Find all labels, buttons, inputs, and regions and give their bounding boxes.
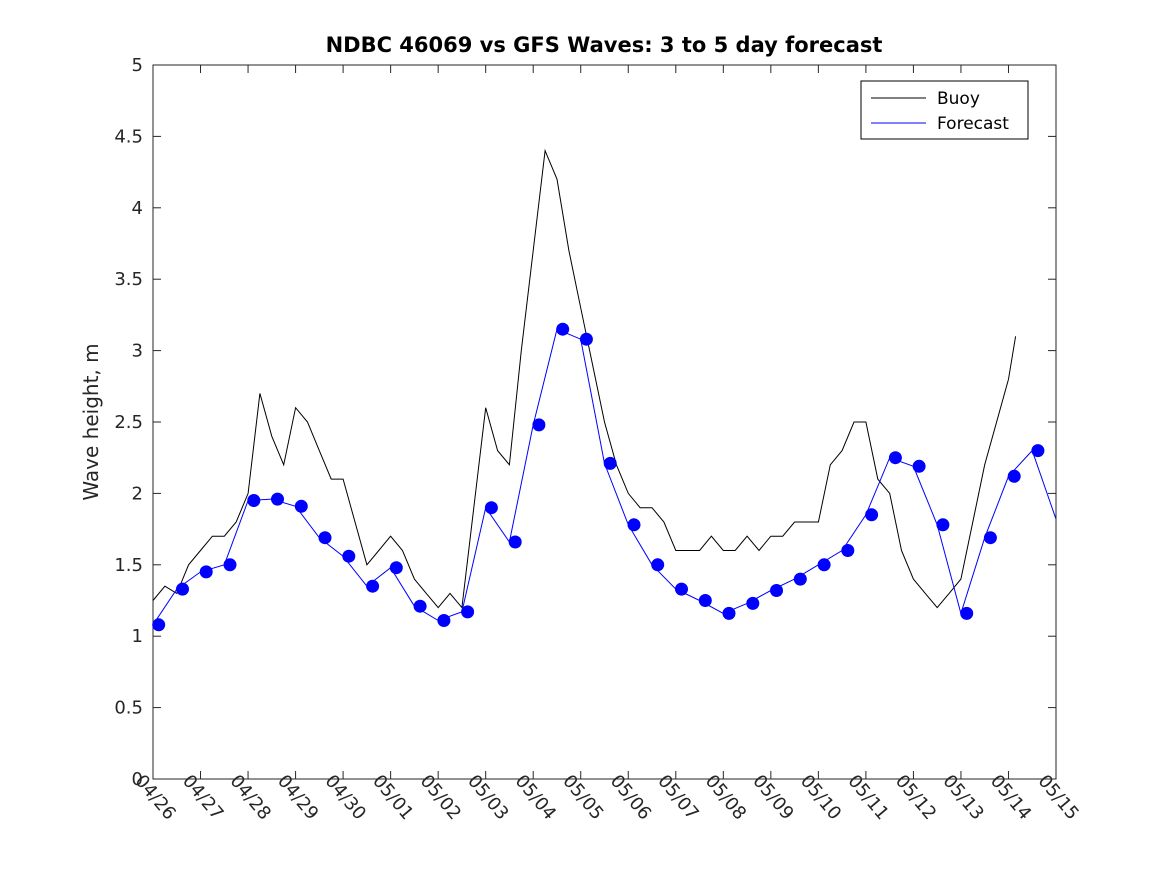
forecast-marker <box>556 322 570 336</box>
forecast-marker <box>746 596 760 610</box>
forecast-marker <box>199 565 213 579</box>
forecast-marker <box>484 501 498 515</box>
y-tick-label: 5 <box>132 55 143 76</box>
y-axis-label: Wave height, m <box>79 343 103 500</box>
forecast-marker <box>532 418 546 432</box>
forecast-marker <box>912 459 926 473</box>
legend-forecast-label: Forecast <box>937 114 1009 134</box>
forecast-marker <box>413 599 427 613</box>
y-tick-label: 1.5 <box>114 555 143 576</box>
y-tick-label: 4 <box>132 198 143 219</box>
y-tick-label: 2 <box>132 483 143 504</box>
forecast-marker <box>603 456 617 470</box>
forecast-marker <box>1031 444 1045 458</box>
forecast-marker <box>579 332 593 346</box>
y-axis: 0 0.5 1 1.5 2 2.5 3 3.5 4 4.5 5 <box>114 55 1056 790</box>
forecast-marker <box>176 582 189 596</box>
forecast-marker <box>294 499 308 513</box>
y-tick-label: 1 <box>132 626 143 647</box>
forecast-marker <box>342 549 356 563</box>
plot-area <box>152 64 1057 780</box>
forecast-marker <box>437 614 451 627</box>
forecast-marker <box>841 544 855 557</box>
forecast-marker <box>271 492 284 506</box>
forecast-marker <box>389 561 403 575</box>
forecast-marker <box>461 605 475 619</box>
forecast-marker <box>960 606 974 620</box>
chart-title: NDBC 46069 vs GFS Waves: 3 to 5 day fore… <box>326 33 883 57</box>
y-tick-label: 3.5 <box>114 269 143 290</box>
forecast-marker <box>508 535 522 549</box>
forecast-marker <box>1007 469 1021 483</box>
forecast-marker <box>793 572 807 586</box>
forecast-marker <box>888 451 902 465</box>
forecast-marker <box>817 558 831 572</box>
forecast-marker <box>722 606 736 620</box>
forecast-marker <box>627 518 641 532</box>
forecast-marker <box>770 584 783 597</box>
forecast-marker <box>936 518 950 532</box>
forecast-marker <box>983 531 997 545</box>
forecast-marker <box>152 618 166 632</box>
legend-buoy-label: Buoy <box>937 89 980 109</box>
y-tick-label: 0.5 <box>114 698 143 719</box>
y-tick-label: 2.5 <box>114 412 143 433</box>
forecast-marker <box>318 531 332 545</box>
forecast-marker <box>865 508 879 522</box>
legend-box <box>860 80 1029 140</box>
y-tick-label: 4.5 <box>114 126 143 147</box>
legend: Buoy Forecast <box>860 80 1029 140</box>
forecast-marker <box>675 582 688 596</box>
y-tick-label: 0 <box>132 769 143 790</box>
forecast-marker <box>651 558 665 572</box>
forecast-marker <box>366 579 380 593</box>
forecast-marker <box>223 558 237 572</box>
forecast-marker <box>698 594 712 607</box>
forecast-marker <box>247 494 261 507</box>
y-tick-label: 3 <box>132 341 143 362</box>
